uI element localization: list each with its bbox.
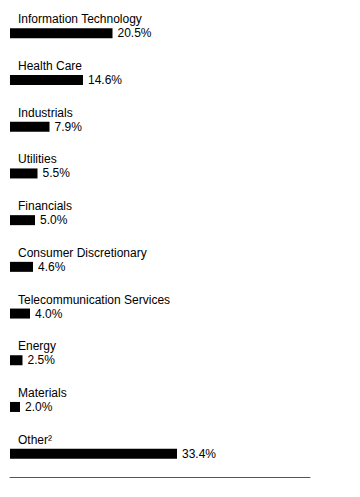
svg-text:Energy: Energy [18,339,56,353]
svg-text:Utilities: Utilities [18,152,57,166]
svg-text:Information Technology: Information Technology [18,12,142,26]
svg-text:2.5%: 2.5% [28,353,56,367]
svg-text:4.0%: 4.0% [35,307,63,321]
svg-text:Financials: Financials [18,199,72,213]
svg-text:7.9%: 7.9% [55,120,83,134]
svg-text:Materials: Materials [18,386,67,400]
svg-text:14.6%: 14.6% [88,73,122,87]
svg-text:Other²: Other² [18,433,52,447]
svg-text:5.0%: 5.0% [40,213,68,227]
svg-text:33.4%: 33.4% [182,447,216,461]
svg-text:Industrials: Industrials [18,106,73,120]
svg-text:2.0%: 2.0% [25,400,53,414]
svg-text:Telecommunication Services: Telecommunication Services [18,293,170,307]
svg-text:20.5%: 20.5% [118,26,152,40]
svg-text:4.6%: 4.6% [38,260,66,274]
svg-text:Consumer Discretionary: Consumer Discretionary [18,246,147,260]
svg-text:Health Care: Health Care [18,59,82,73]
svg-text:5.5%: 5.5% [43,166,71,180]
